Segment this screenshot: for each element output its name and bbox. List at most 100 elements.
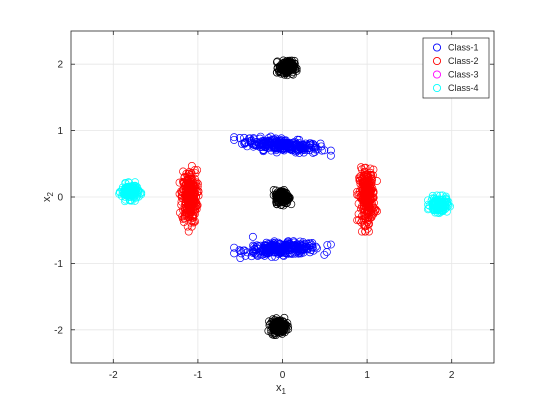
data-point xyxy=(175,178,184,187)
data-point xyxy=(295,242,304,251)
data-point xyxy=(273,57,282,66)
data-point xyxy=(359,221,368,230)
x-axis-label-sub: 1 xyxy=(282,387,287,396)
data-point xyxy=(252,249,260,258)
data-point xyxy=(442,195,451,204)
svg-text:x1: x1 xyxy=(276,382,287,396)
data-point xyxy=(262,248,271,257)
data-point xyxy=(296,141,304,150)
data-point xyxy=(269,325,278,334)
data-point xyxy=(320,146,329,155)
y-tick-label: 0 xyxy=(57,193,63,204)
x-tick-label: -2 xyxy=(109,370,118,381)
data-point xyxy=(274,321,283,330)
y-axis-label-base: x xyxy=(41,196,53,202)
legend-entry-label: Class-1 xyxy=(448,43,479,53)
y-axis-label-sub: 2 xyxy=(46,191,55,196)
data-point xyxy=(326,146,335,155)
data-point xyxy=(366,205,375,214)
data-point xyxy=(303,144,312,153)
data-point xyxy=(188,174,197,183)
data-point xyxy=(123,186,132,195)
data-point xyxy=(279,327,287,336)
data-point xyxy=(367,172,376,181)
data-point xyxy=(188,197,197,205)
data-point xyxy=(427,196,436,205)
data-point xyxy=(361,163,370,172)
data-point xyxy=(247,252,256,261)
data-point xyxy=(183,222,192,231)
data-point xyxy=(186,179,195,188)
data-point xyxy=(254,242,263,251)
data-point xyxy=(354,199,363,208)
data-point xyxy=(248,232,257,241)
data-point xyxy=(311,141,320,150)
data-point xyxy=(284,144,293,153)
data-point xyxy=(320,250,329,259)
data-point xyxy=(360,197,369,206)
data-point xyxy=(282,142,291,151)
data-point xyxy=(274,250,283,258)
data-point xyxy=(353,190,362,199)
data-point xyxy=(258,139,267,148)
data-point xyxy=(276,239,284,248)
data-point xyxy=(187,161,196,170)
data-point xyxy=(326,151,335,160)
data-point xyxy=(373,177,381,185)
data-point xyxy=(122,187,131,196)
data-point xyxy=(364,208,373,216)
svg-text:x2: x2 xyxy=(41,191,55,202)
data-point xyxy=(269,141,278,150)
data-point xyxy=(365,220,374,228)
x-tick-label: 0 xyxy=(280,370,286,381)
data-point xyxy=(184,227,193,236)
data-point xyxy=(358,216,367,225)
data-point xyxy=(240,133,249,142)
data-point xyxy=(316,139,325,148)
data-point xyxy=(279,145,288,153)
data-point xyxy=(118,185,127,194)
data-point xyxy=(246,134,254,143)
data-point xyxy=(354,215,363,224)
data-point xyxy=(288,63,297,72)
data-point xyxy=(250,140,259,148)
data-point xyxy=(235,134,244,142)
data-point xyxy=(433,206,441,215)
data-point xyxy=(356,179,365,188)
data-point xyxy=(269,244,278,253)
data-point xyxy=(132,183,141,192)
data-point xyxy=(276,188,285,197)
legend: Class-1 Class-2 Class-3 Class-4 xyxy=(422,37,490,99)
data-point xyxy=(260,138,269,147)
y-tick-label: 2 xyxy=(57,60,63,71)
data-point xyxy=(236,247,245,255)
data-point xyxy=(131,181,139,190)
data-point xyxy=(295,135,304,144)
data-point xyxy=(230,133,239,142)
data-point xyxy=(317,142,326,151)
data-point xyxy=(275,317,284,326)
data-point xyxy=(294,146,303,155)
data-point xyxy=(264,140,273,149)
data-point xyxy=(264,249,273,258)
data-point xyxy=(355,176,364,185)
data-point xyxy=(258,250,267,259)
data-point xyxy=(273,248,282,257)
x-axis-label: x1 xyxy=(276,382,287,396)
data-point xyxy=(238,139,246,148)
data-point xyxy=(442,207,451,216)
data-point xyxy=(179,185,188,194)
y-axis-label: x2 xyxy=(41,191,55,202)
data-point xyxy=(230,243,239,252)
data-point xyxy=(265,245,274,254)
data-point xyxy=(251,246,260,255)
x-tick-label: 2 xyxy=(449,370,455,381)
data-point xyxy=(287,200,296,209)
data-point xyxy=(297,143,305,152)
data-point xyxy=(259,147,268,156)
data-point xyxy=(362,180,371,189)
y-tick-label: -2 xyxy=(54,325,63,336)
data-point xyxy=(357,165,366,174)
